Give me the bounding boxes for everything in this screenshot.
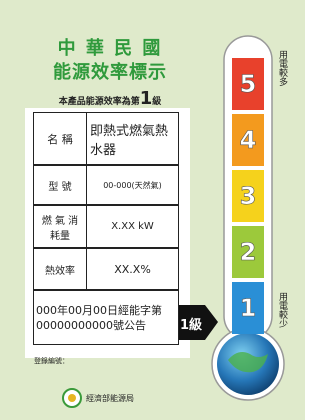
grade: 1	[140, 88, 153, 109]
row-value: 即熱式燃氣熱水器	[86, 112, 179, 165]
grade-prefix: 本產品能源效率為第	[59, 97, 140, 107]
logo-center	[68, 394, 76, 402]
top-label: 用電較多	[276, 50, 289, 86]
row-value: XX.X%	[86, 248, 179, 290]
level-number: 4	[240, 126, 257, 154]
row-value: X.XX kW	[86, 205, 179, 248]
title-line1: 中 華 民 國	[30, 34, 190, 60]
bottom-label: 用電較少	[276, 292, 289, 328]
row-value: 00-000(天然氣)	[86, 165, 179, 205]
title-line2: 能源效率標示	[30, 58, 190, 84]
level-number: 3	[240, 182, 257, 210]
level-number: 2	[240, 238, 257, 266]
level-number: 5	[240, 70, 257, 98]
row-label: 名 稱	[33, 112, 87, 165]
row-label: 熱效率	[33, 248, 87, 290]
row-label: 型 號	[33, 165, 87, 205]
row-label: 燃 氣 消耗量	[33, 205, 87, 248]
footer: 經濟部能源局	[86, 393, 134, 404]
notice: 000年00月00日經能字第00000000000號公告	[33, 290, 179, 345]
pointer-label: 1級	[180, 314, 202, 333]
grade-suffix: 級	[152, 97, 161, 107]
registration: 登錄編號：	[34, 356, 69, 366]
level-number: 1	[240, 294, 257, 322]
grade-line: 本產品能源效率為第1級	[30, 88, 190, 109]
